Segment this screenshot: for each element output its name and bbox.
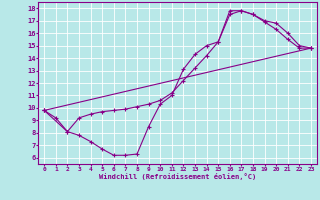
X-axis label: Windchill (Refroidissement éolien,°C): Windchill (Refroidissement éolien,°C)	[99, 173, 256, 180]
